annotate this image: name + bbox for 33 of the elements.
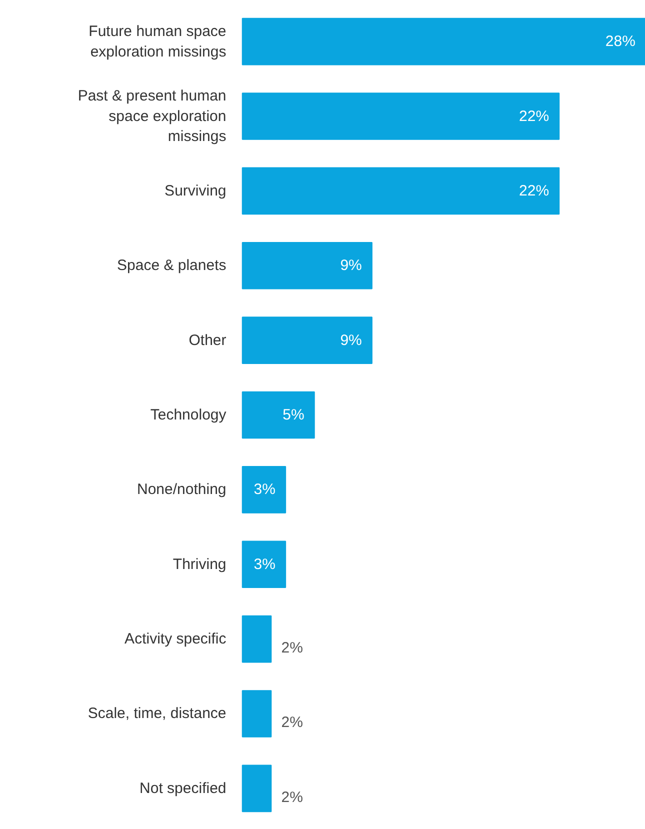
data-label: 3% bbox=[254, 481, 276, 498]
bar bbox=[242, 690, 272, 738]
data-label: 28% bbox=[605, 33, 636, 50]
bar bbox=[242, 391, 315, 439]
data-label: 9% bbox=[340, 332, 362, 349]
bar bbox=[242, 167, 560, 215]
bar bbox=[242, 615, 272, 663]
data-label: 5% bbox=[282, 406, 304, 424]
data-label: 9% bbox=[340, 257, 362, 274]
bar bbox=[242, 316, 372, 364]
bar bbox=[242, 764, 272, 812]
bar bbox=[242, 242, 372, 290]
data-label: 3% bbox=[254, 556, 276, 573]
y-tick-label: None/nothing bbox=[137, 481, 226, 498]
data-label: 2% bbox=[281, 640, 303, 657]
y-tick-label: Past & present human space exploration missings bbox=[78, 87, 226, 146]
y-tick-label: Thriving bbox=[172, 556, 226, 573]
y-tick-label: Surviving bbox=[164, 182, 226, 200]
data-label: 2% bbox=[281, 788, 303, 806]
y-tick-label: Technology bbox=[150, 406, 227, 424]
y-tick-label: Activity specific bbox=[124, 630, 227, 648]
data-label: 22% bbox=[519, 182, 550, 200]
y-tick-label: Other bbox=[188, 332, 226, 349]
bar bbox=[242, 540, 286, 588]
y-tick-label: Space & planets bbox=[117, 257, 226, 274]
y-tick-label: Future human space exploration missings bbox=[88, 22, 226, 60]
y-tick-label: Scale, time, distance bbox=[88, 705, 226, 722]
data-label: 22% bbox=[519, 108, 550, 125]
bar bbox=[242, 466, 286, 514]
y-tick-label: Not specified bbox=[140, 780, 226, 797]
bar bbox=[242, 18, 645, 66]
bar bbox=[242, 92, 560, 140]
data-label: 2% bbox=[281, 714, 303, 732]
